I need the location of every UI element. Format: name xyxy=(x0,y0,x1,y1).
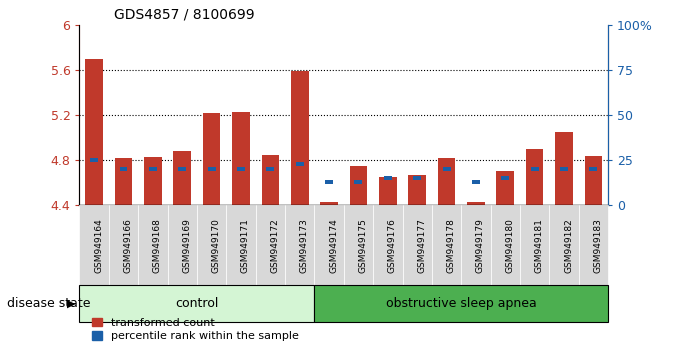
Text: GSM949180: GSM949180 xyxy=(505,218,514,273)
Bar xyxy=(267,167,274,171)
Bar xyxy=(173,151,191,205)
Bar xyxy=(379,177,397,205)
Bar xyxy=(350,166,367,205)
Bar xyxy=(325,180,333,184)
Text: GSM949169: GSM949169 xyxy=(182,218,191,273)
Bar xyxy=(443,167,451,171)
Text: GSM949172: GSM949172 xyxy=(270,218,279,273)
Text: GSM949177: GSM949177 xyxy=(417,218,426,273)
Bar xyxy=(149,167,157,171)
Bar xyxy=(437,158,455,205)
Bar xyxy=(237,167,245,171)
Text: GSM949176: GSM949176 xyxy=(388,218,397,273)
Text: GSM949173: GSM949173 xyxy=(300,218,309,273)
Text: GSM949168: GSM949168 xyxy=(153,218,162,273)
Text: control: control xyxy=(176,297,218,310)
Bar xyxy=(320,202,338,205)
Bar xyxy=(384,176,392,180)
Text: GSM949182: GSM949182 xyxy=(564,218,573,273)
Text: GSM949175: GSM949175 xyxy=(359,218,368,273)
Bar xyxy=(472,180,480,184)
Bar xyxy=(526,149,543,205)
Bar xyxy=(589,167,597,171)
Bar xyxy=(91,158,98,162)
Text: GSM949183: GSM949183 xyxy=(594,218,603,273)
Bar xyxy=(120,167,127,171)
Text: GSM949179: GSM949179 xyxy=(476,218,485,273)
Bar xyxy=(413,176,421,180)
Text: disease state: disease state xyxy=(7,297,91,310)
Bar xyxy=(232,112,249,205)
Text: GDS4857 / 8100699: GDS4857 / 8100699 xyxy=(114,7,255,21)
Bar xyxy=(291,71,308,205)
Text: GSM949164: GSM949164 xyxy=(94,218,103,273)
Text: GSM949178: GSM949178 xyxy=(446,218,455,273)
Text: GSM949171: GSM949171 xyxy=(241,218,250,273)
Bar xyxy=(144,157,162,205)
Bar xyxy=(585,156,602,205)
Text: ▶: ▶ xyxy=(67,298,75,309)
Bar xyxy=(408,175,426,205)
Bar xyxy=(115,158,132,205)
Bar xyxy=(531,167,538,171)
Text: GSM949166: GSM949166 xyxy=(124,218,133,273)
Bar xyxy=(496,171,514,205)
Text: GSM949174: GSM949174 xyxy=(329,218,338,273)
Text: obstructive sleep apnea: obstructive sleep apnea xyxy=(386,297,537,310)
Bar xyxy=(354,180,362,184)
Bar xyxy=(178,167,186,171)
Bar xyxy=(85,59,103,205)
Text: GSM949170: GSM949170 xyxy=(211,218,220,273)
Bar xyxy=(467,202,484,205)
Bar xyxy=(208,167,216,171)
Bar xyxy=(296,162,303,166)
Bar xyxy=(202,113,220,205)
Bar xyxy=(261,155,279,205)
Bar xyxy=(502,176,509,180)
Bar xyxy=(560,167,568,171)
Text: GSM949181: GSM949181 xyxy=(535,218,544,273)
Legend: transformed count, percentile rank within the sample: transformed count, percentile rank withi… xyxy=(92,318,299,341)
Bar xyxy=(555,132,573,205)
